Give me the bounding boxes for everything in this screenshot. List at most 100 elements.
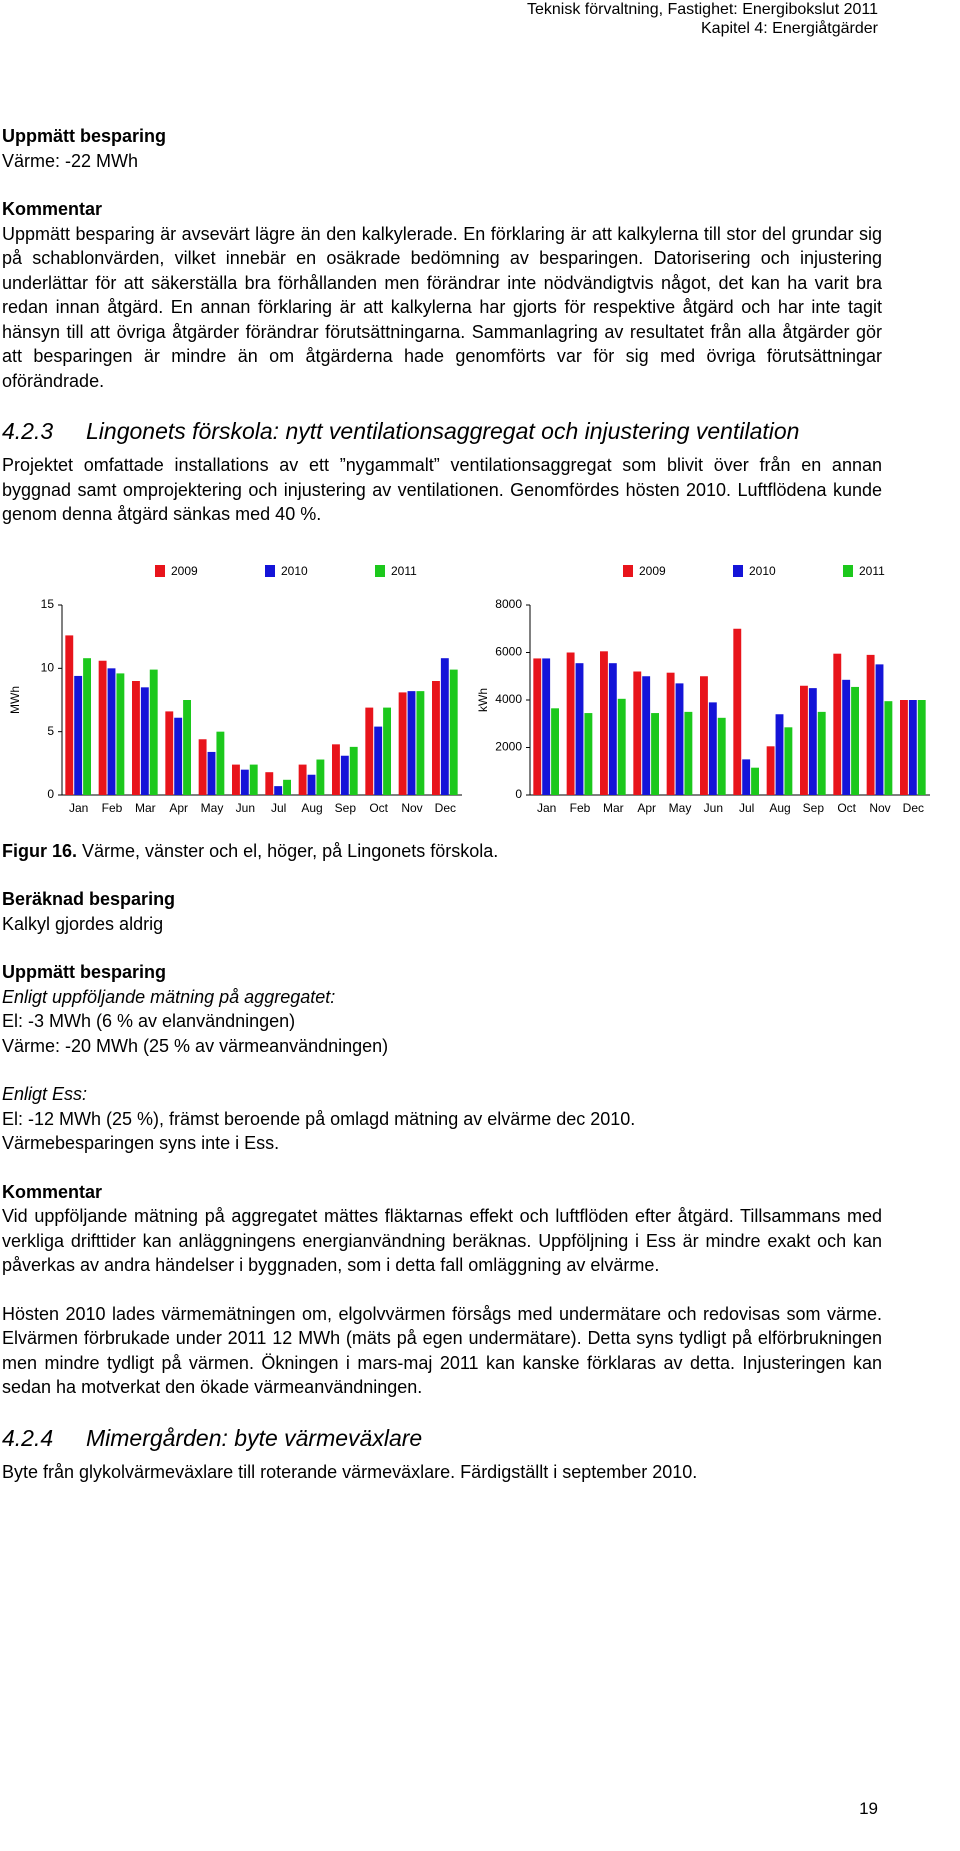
bar [383, 707, 391, 795]
bar [374, 726, 383, 795]
text: Kalkyl gjordes aldrig [2, 913, 164, 934]
bar [65, 634, 74, 795]
header: Teknisk förvaltning, Fastighet: Energibo… [178, 0, 878, 38]
bar [74, 675, 83, 795]
chart: 2009 2010 2011 MWh 0 5 10 15 Jan Feb Mar Apr May Jun J… [8, 564, 462, 815]
bar [575, 662, 584, 795]
figure-caption: Figur 16. Värme, vänster och el, höger, … [2, 839, 882, 864]
content: Uppmätt besparing Värme: -22 MWh Komment… [2, 124, 930, 1484]
bar [407, 690, 416, 795]
bar [666, 672, 675, 795]
bar [265, 771, 274, 795]
legend-swatch [155, 564, 165, 577]
legend-swatch [265, 564, 275, 577]
heading: Uppmätt besparing [2, 126, 167, 146]
section-title: Mimergården: byte värmeväxlare [86, 1424, 423, 1451]
y-axis-title: MWh [8, 686, 22, 714]
bar [842, 679, 851, 795]
x-tick-label: Jun [704, 801, 723, 815]
legend-label: 2009 [171, 564, 198, 578]
bar [617, 698, 626, 795]
bar [742, 758, 751, 795]
bar [884, 700, 893, 795]
bar [274, 785, 283, 795]
bar [149, 669, 158, 795]
x-tick-label: May [201, 801, 224, 815]
text: Enligt uppföljande mätning på aggregatet… [2, 986, 336, 1007]
bar [817, 711, 826, 795]
y-tick-label: 4000 [495, 692, 522, 706]
x-tick-label: Aug [769, 801, 790, 815]
legend-label: 2010 [749, 564, 776, 578]
bar [784, 726, 793, 795]
y-tick-label: 6000 [495, 644, 522, 658]
paragraph: Hösten 2010 lades värmemätningen om, elg… [2, 1303, 882, 1398]
y-tick-label: 0 [515, 787, 522, 801]
legend-swatch [623, 564, 633, 577]
x-tick-label: May [669, 801, 692, 815]
bar [751, 767, 759, 795]
section-number: 4.2.4 [2, 1424, 54, 1451]
bar [365, 707, 374, 795]
caption-text: Värme, vänster och el, höger, på Lingone… [82, 840, 499, 861]
heading: Kommentar [2, 199, 103, 219]
bar [600, 650, 608, 795]
bar [808, 687, 817, 795]
legend-label: 2009 [639, 564, 666, 578]
bar [183, 699, 191, 795]
x-tick-label: Apr [637, 801, 656, 815]
x-tick-label: Jan [69, 801, 88, 815]
paragraph: Vid uppföljande mätning på aggregatet mä… [2, 1206, 882, 1275]
y-tick-label: 5 [47, 723, 54, 737]
bar [766, 745, 775, 795]
bar [316, 759, 325, 795]
bar [866, 654, 875, 795]
section-title: Lingonets förskola: nytt ventilationsagg… [86, 418, 800, 444]
bar [83, 657, 91, 795]
x-tick-label: Oct [369, 801, 388, 815]
bar [307, 774, 316, 795]
bar [107, 667, 116, 795]
bar [240, 769, 249, 795]
bar [733, 628, 742, 795]
page-number: 19 [859, 1799, 878, 1818]
x-tick-label: Mar [603, 801, 624, 815]
bar [775, 713, 784, 795]
bar [833, 653, 842, 795]
x-tick-label: Jul [271, 801, 286, 815]
text: Värmebesparingen syns inte i Ess. [2, 1133, 280, 1153]
bar [349, 746, 358, 795]
x-tick-label: Sep [803, 801, 825, 815]
bar [298, 764, 307, 795]
paragraph: Uppmätt besparing är avsevärt lägre än d… [2, 223, 882, 391]
x-tick-label: Dec [435, 801, 456, 815]
heading: Beräknad besparing [2, 889, 176, 909]
bar [851, 686, 859, 795]
bar [140, 686, 149, 795]
bar [917, 699, 926, 795]
bar [708, 701, 717, 795]
bar [440, 657, 449, 795]
x-tick-label: Dec [903, 801, 924, 815]
x-tick-label: Aug [301, 801, 322, 815]
legend-label: 2010 [281, 564, 308, 578]
legend-swatch [375, 564, 385, 577]
x-tick-label: Jan [537, 801, 556, 815]
x-tick-label: Feb [570, 801, 591, 815]
x-tick-label: Oct [837, 801, 856, 815]
bar [332, 743, 340, 795]
bar [566, 652, 575, 795]
bar [584, 712, 593, 795]
x-tick-label: Jul [739, 801, 754, 815]
bar [800, 685, 808, 795]
bar [675, 682, 684, 795]
legend-label: 2011 [859, 564, 885, 578]
bar [216, 731, 225, 795]
bar [633, 671, 642, 795]
bar [116, 672, 125, 795]
bar [642, 675, 651, 795]
chart: 2009 2010 2011 kWh 0 2000 4000 6000 8000 Jan Feb Ma… [476, 564, 930, 815]
bar [608, 662, 617, 795]
bar [165, 710, 174, 795]
